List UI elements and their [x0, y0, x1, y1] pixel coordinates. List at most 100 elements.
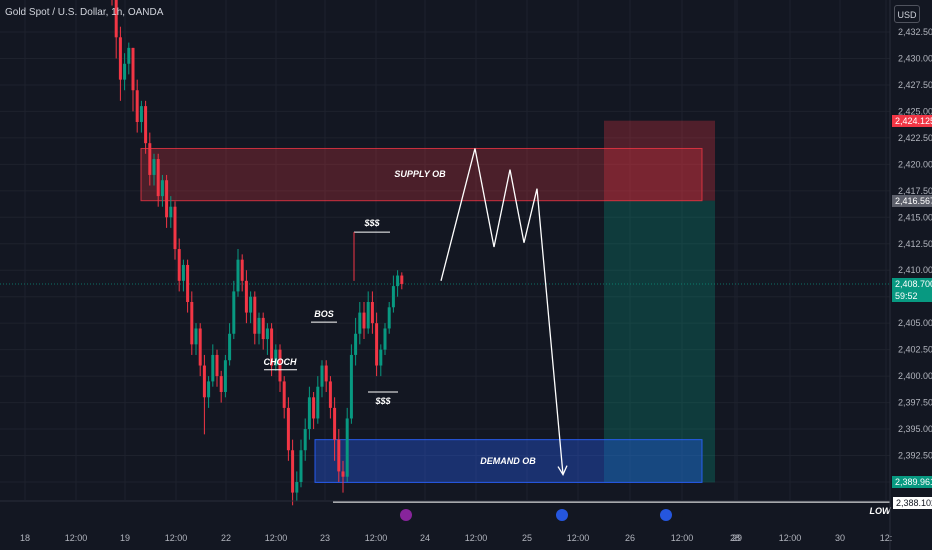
time-tick-label: 12:	[880, 533, 893, 543]
price-tag: 2,416.567	[892, 194, 932, 207]
candle-body	[198, 328, 202, 366]
supply-zone	[140, 147, 703, 202]
candle-body	[265, 328, 269, 340]
candle-body	[379, 349, 383, 366]
candle-body	[215, 354, 219, 377]
candle-body	[341, 471, 345, 477]
candle-body	[286, 407, 290, 451]
candle-body	[333, 407, 337, 440]
candle-body	[362, 312, 366, 329]
candle-body	[165, 180, 169, 218]
candle-body	[232, 291, 236, 334]
candle-body	[375, 323, 379, 366]
liquidity-high-label: $$$	[363, 218, 380, 228]
candle-body	[391, 286, 395, 308]
candle-body	[114, 0, 118, 38]
price-tick-label: 2,417.500	[898, 186, 932, 196]
supply-zone-label: SUPPLY OB	[394, 169, 446, 179]
currency-button[interactable]: USD	[894, 5, 920, 23]
price-tick-label: 2,422.500	[898, 133, 932, 143]
price-tick-label: 2,425.000	[898, 106, 932, 116]
projection-line	[440, 148, 564, 475]
price-tick-label: 2,395.000	[898, 424, 932, 434]
price-tag: 2,388.102	[892, 496, 932, 511]
time-tick-label: 22	[221, 533, 231, 543]
candle-body	[282, 381, 286, 408]
time-tick-label: 12:00	[265, 533, 288, 543]
demand-zone	[314, 439, 703, 483]
time-tick-label: 28	[730, 533, 740, 543]
candle-body	[211, 354, 215, 382]
annotation-lines: CHOCH BOS $$$ $$$ LOW	[264, 218, 892, 516]
candle-body	[207, 381, 211, 398]
time-tick-label: 19	[120, 533, 130, 543]
candle-body	[354, 333, 358, 355]
candle-body	[278, 349, 282, 382]
candle-body	[139, 106, 143, 122]
time-tick-label: 24	[420, 533, 430, 543]
candle-body	[370, 302, 374, 324]
candle-body	[186, 264, 190, 302]
price-tick-label: 2,397.500	[898, 398, 932, 408]
candle-body	[396, 275, 400, 287]
projection-arrowhead	[557, 465, 568, 476]
candle-body	[295, 482, 299, 493]
price-tick-label: 2,432.500	[898, 27, 932, 37]
candle-body	[127, 47, 131, 64]
time-tick-label: 25	[522, 533, 532, 543]
flag-icon	[556, 509, 568, 521]
price-tick-label: 2,392.500	[898, 451, 932, 461]
order-block-zones: SUPPLY OB DEMAND OB	[0, 120, 890, 483]
time-tick-label: 12:00	[567, 533, 590, 543]
candle-body	[228, 333, 232, 361]
candle-body	[152, 159, 156, 175]
price-axis[interactable]: 2,432.5002,430.0002,427.5002,425.0002,42…	[889, 0, 932, 550]
candle-body	[349, 354, 353, 419]
candle-body	[257, 317, 261, 334]
candle-body	[253, 296, 257, 334]
candle-body	[169, 206, 173, 218]
candle-body	[324, 365, 328, 382]
candle-body	[223, 360, 227, 392]
candle-body	[303, 429, 307, 451]
price-tick-label: 2,405.000	[898, 318, 932, 328]
projection-path	[400, 148, 672, 521]
price-tick-label: 2,412.500	[898, 239, 932, 249]
candle-body	[299, 450, 303, 482]
candle-body	[131, 47, 135, 91]
candle-countdown: 59:52	[895, 291, 918, 301]
candle-body	[194, 328, 198, 345]
price-tick-label: 2,410.000	[898, 265, 932, 275]
time-tick-label: 30	[835, 533, 845, 543]
time-tick-label: 12:00	[779, 533, 802, 543]
candle-body	[240, 259, 244, 281]
candle-body	[316, 386, 320, 419]
stop-loss-zone	[604, 120, 715, 201]
flag-icon	[660, 509, 672, 521]
candle-body	[202, 365, 206, 398]
price-tag: 2,408.700 59:52	[892, 278, 932, 302]
time-tick-label: 12:00	[165, 533, 188, 543]
candle-body	[160, 180, 164, 197]
candle-body	[135, 90, 139, 122]
candle-body	[328, 381, 332, 408]
price-tick-label: 2,402.500	[898, 345, 932, 355]
candle-body	[270, 328, 274, 366]
candle-body	[387, 307, 391, 329]
candle-body	[274, 349, 278, 366]
liquidity-low-label: $$$	[374, 396, 391, 406]
demand-zone-label: DEMAND OB	[480, 456, 536, 466]
candle-body	[190, 302, 194, 345]
candle-body	[249, 296, 253, 313]
candle-body	[291, 450, 295, 493]
time-tick-label: 26	[625, 533, 635, 543]
price-tick-label: 2,400.000	[898, 371, 932, 381]
time-tick-label: 12:00	[671, 533, 694, 543]
time-axis[interactable]: 18 12:00 19 12:00 22 12:00 23 12:00 24 12:00 25 12:…	[0, 500, 893, 543]
time-tick-label: 23	[320, 533, 330, 543]
candlestick-series	[111, 0, 404, 506]
candle-body	[307, 397, 311, 430]
price-tick-label: 2,420.000	[898, 159, 932, 169]
price-tick-label: 2,430.000	[898, 53, 932, 63]
